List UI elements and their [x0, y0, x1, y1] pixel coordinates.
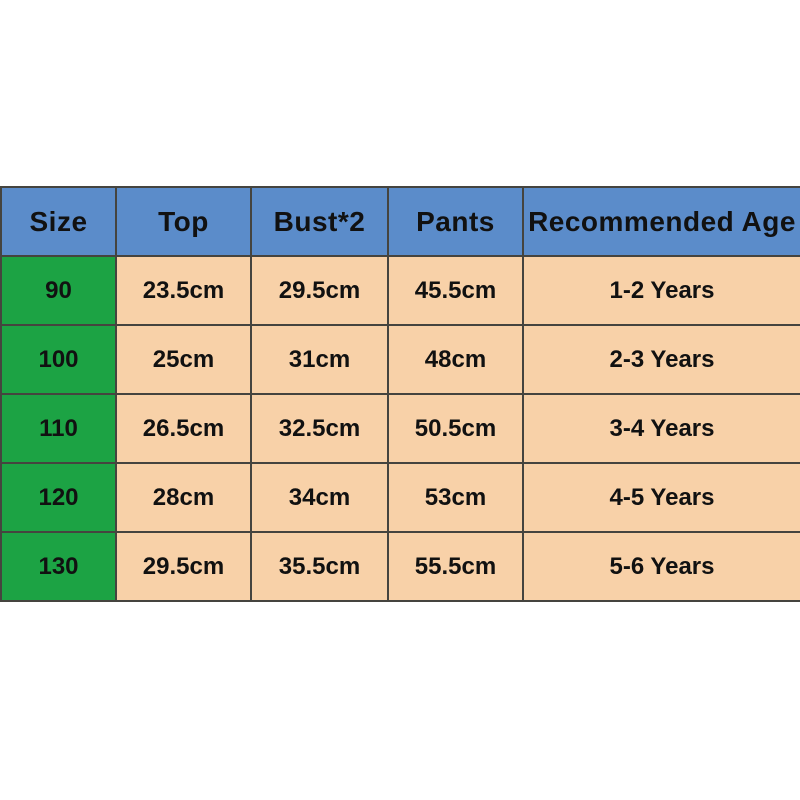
cell-age-130: 5-6 Years [522, 531, 800, 602]
cell-bust-120: 34cm [250, 462, 389, 533]
cell-top-100: 25cm [115, 324, 252, 395]
cell-size-120: 120 [0, 462, 117, 533]
table-row-size-90: 90 23.5cm 29.5cm 45.5cm 1-2 Years [0, 255, 800, 326]
header-cell-pants: Pants [387, 186, 524, 257]
cell-top-120: 28cm [115, 462, 252, 533]
cell-bust-90: 29.5cm [250, 255, 389, 326]
table-row-size-100: 100 25cm 31cm 48cm 2-3 Years [0, 324, 800, 395]
cell-pants-100: 48cm [387, 324, 524, 395]
cell-bust-100: 31cm [250, 324, 389, 395]
cell-size-110: 110 [0, 393, 117, 464]
cell-bust-110: 32.5cm [250, 393, 389, 464]
cell-size-100: 100 [0, 324, 117, 395]
cell-age-110: 3-4 Years [522, 393, 800, 464]
cell-bust-130: 35.5cm [250, 531, 389, 602]
cell-size-90: 90 [0, 255, 117, 326]
cell-pants-120: 53cm [387, 462, 524, 533]
header-cell-recommended-age: Recommended Age [522, 186, 800, 257]
size-chart-table: Size Top Bust*2 Pants Recommended Age 90… [0, 186, 800, 602]
cell-pants-130: 55.5cm [387, 531, 524, 602]
table-row-size-120: 120 28cm 34cm 53cm 4-5 Years [0, 462, 800, 533]
header-cell-bust: Bust*2 [250, 186, 389, 257]
cell-size-130: 130 [0, 531, 117, 602]
table-row-size-110: 110 26.5cm 32.5cm 50.5cm 3-4 Years [0, 393, 800, 464]
cell-pants-90: 45.5cm [387, 255, 524, 326]
header-cell-size: Size [0, 186, 117, 257]
cell-top-130: 29.5cm [115, 531, 252, 602]
cell-top-90: 23.5cm [115, 255, 252, 326]
cell-pants-110: 50.5cm [387, 393, 524, 464]
header-row: Size Top Bust*2 Pants Recommended Age [0, 186, 800, 257]
cell-top-110: 26.5cm [115, 393, 252, 464]
cell-age-100: 2-3 Years [522, 324, 800, 395]
cell-age-120: 4-5 Years [522, 462, 800, 533]
header-cell-top: Top [115, 186, 252, 257]
cell-age-90: 1-2 Years [522, 255, 800, 326]
table-row-size-130: 130 29.5cm 35.5cm 55.5cm 5-6 Years [0, 531, 800, 602]
